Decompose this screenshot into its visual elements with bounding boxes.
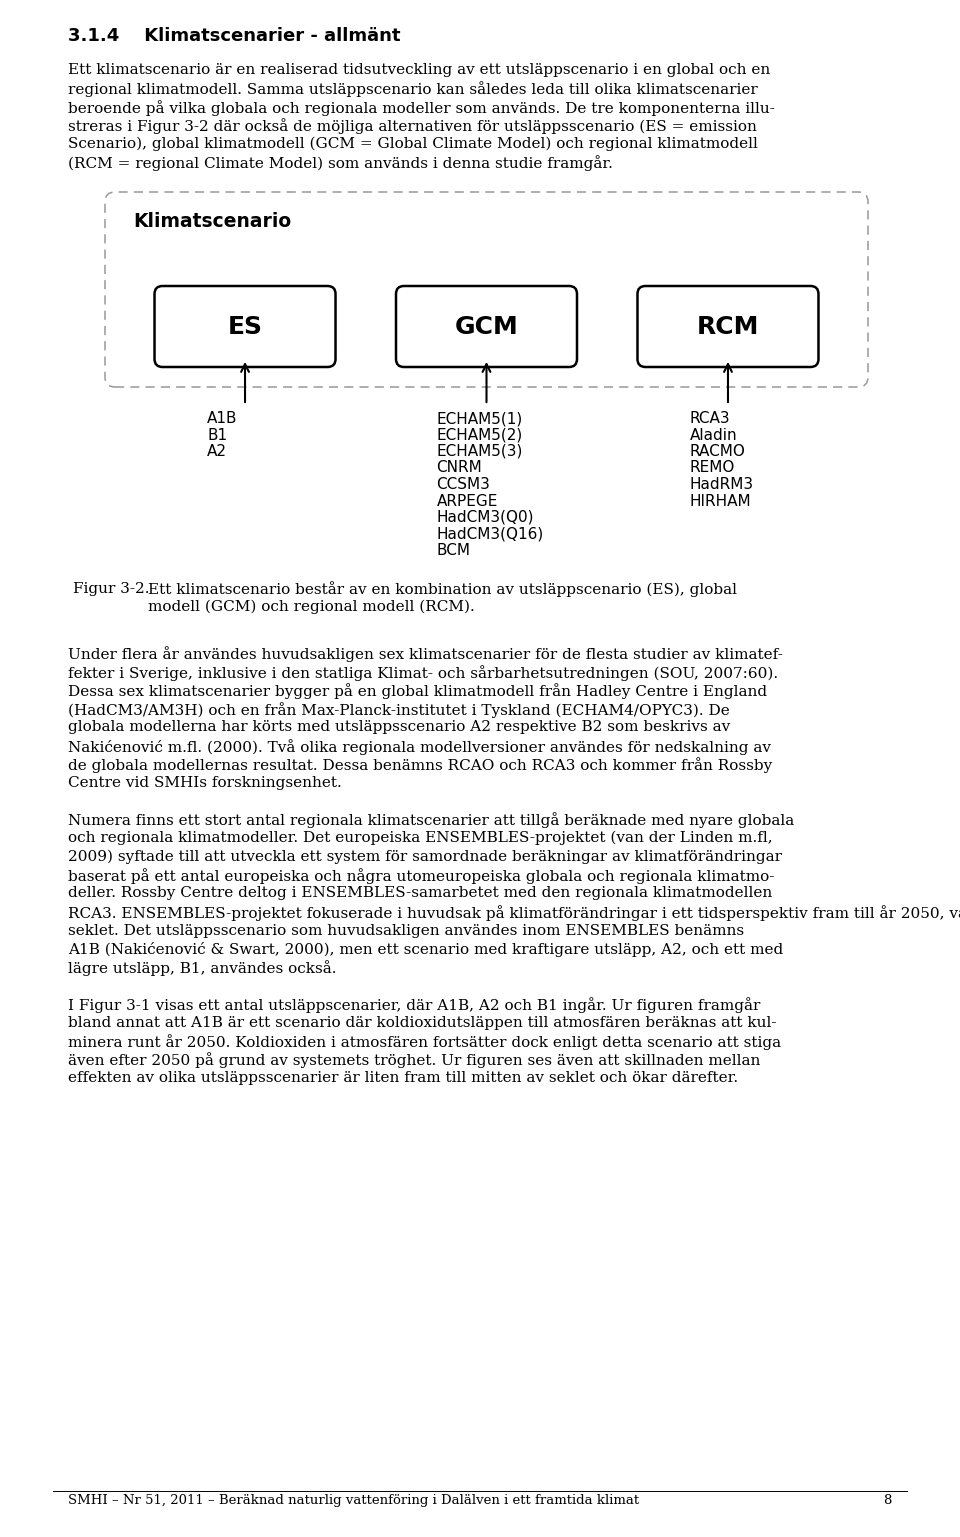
Text: HadRM3: HadRM3 [690,476,755,492]
Text: ARPEGE: ARPEGE [437,493,498,509]
Text: 2009) syftade till att utveckla ett system för samordnade beräkningar av klimatf: 2009) syftade till att utveckla ett syst… [68,850,782,864]
Text: CCSM3: CCSM3 [437,476,491,492]
Text: REMO: REMO [690,461,735,475]
Text: HadCM3(Q0): HadCM3(Q0) [437,510,534,526]
Text: baserat på ett antal europeiska och några utomeuropeiska globala och regionala k: baserat på ett antal europeiska och någr… [68,868,775,884]
Text: Figur 3-2.: Figur 3-2. [73,581,150,595]
Text: A2: A2 [207,444,227,460]
Text: bland annat att A1B är ett scenario där koldioxidutsläppen till atmosfären beräk: bland annat att A1B är ett scenario där … [68,1016,777,1030]
Text: RCA3. ENSEMBLES-projektet fokuserade i huvudsak på klimatförändringar i ett tids: RCA3. ENSEMBLES-projektet fokuserade i h… [68,905,960,921]
Text: Under flera år användes huvudsakligen sex klimatscenarier för de flesta studier : Under flera år användes huvudsakligen se… [68,647,782,662]
Text: ECHAM5(1): ECHAM5(1) [437,410,523,426]
Text: streras i Figur 3-2 där också de möjliga alternativen för utsläppsscenario (ES =: streras i Figur 3-2 där också de möjliga… [68,118,756,134]
Text: RCA3: RCA3 [690,410,731,426]
Text: Centre vid SMHIs forskningsenhet.: Centre vid SMHIs forskningsenhet. [68,776,342,790]
Text: Klimatscenario: Klimatscenario [133,212,291,231]
Text: Numera finns ett stort antal regionala klimatscenarier att tillgå beräknade med : Numera finns ett stort antal regionala k… [68,813,794,828]
Text: fekter i Sverige, inklusive i den statliga Klimat- och sårbarhetsutredningen (SO: fekter i Sverige, inklusive i den statli… [68,666,779,681]
Text: (RCM = regional Climate Model) som används i denna studie framgår.: (RCM = regional Climate Model) som använ… [68,155,612,171]
FancyBboxPatch shape [396,286,577,367]
Text: Aladin: Aladin [690,427,737,443]
Text: Ett klimatscenario är en realiserad tidsutveckling av ett utsläppscenario i en g: Ett klimatscenario är en realiserad tids… [68,63,770,77]
Text: regional klimatmodell. Samma utsläppscenario kan således leda till olika klimats: regional klimatmodell. Samma utsläppscen… [68,81,757,97]
FancyBboxPatch shape [637,286,819,367]
Text: A1B (Nakićenović & Swart, 2000), men ett scenario med kraftigare utsläpp, A2, oc: A1B (Nakićenović & Swart, 2000), men ett… [68,942,783,958]
Text: effekten av olika utsläppsscenarier är liten fram till mitten av seklet och ökar: effekten av olika utsläppsscenarier är l… [68,1071,738,1085]
Text: ECHAM5(2): ECHAM5(2) [437,427,523,443]
Text: 8: 8 [883,1494,892,1506]
Text: I Figur 3-1 visas ett antal utsläppscenarier, där A1B, A2 och B1 ingår. Ur figur: I Figur 3-1 visas ett antal utsläppscena… [68,998,760,1013]
Text: seklet. Det utsläppsscenario som huvudsakligen användes inom ENSEMBLES benämns: seklet. Det utsläppsscenario som huvudsa… [68,924,744,938]
Text: HIRHAM: HIRHAM [690,493,752,509]
FancyBboxPatch shape [155,286,336,367]
Text: minera runt år 2050. Koldioxiden i atmosfären fortsätter dock enligt detta scena: minera runt år 2050. Koldioxiden i atmos… [68,1034,781,1050]
Text: 3.1.4    Klimatscenarier - allmänt: 3.1.4 Klimatscenarier - allmänt [68,28,400,45]
Text: ES: ES [228,315,262,338]
Text: de globala modellernas resultat. Dessa benämns RCAO och RCA3 och kommer från Ros: de globala modellernas resultat. Dessa b… [68,758,772,773]
Text: deller. Rossby Centre deltog i ENSEMBLES-samarbetet med den regionala klimatmode: deller. Rossby Centre deltog i ENSEMBLES… [68,887,772,901]
Text: Nakićenović m.fl. (2000). Två olika regionala modellversioner användes för nedsk: Nakićenović m.fl. (2000). Två olika regi… [68,739,771,755]
Text: beroende på vilka globala och regionala modeller som används. De tre komponenter: beroende på vilka globala och regionala … [68,100,775,115]
Text: RCM: RCM [697,315,759,338]
Text: även efter 2050 på grund av systemets tröghet. Ur figuren ses även att skillnade: även efter 2050 på grund av systemets tr… [68,1053,760,1068]
Text: globala modellerna har körts med utsläppsscenario A2 respektive B2 som beskrivs : globala modellerna har körts med utsläpp… [68,721,731,735]
Text: modell (GCM) och regional modell (RCM).: modell (GCM) och regional modell (RCM). [148,599,475,615]
Text: CNRM: CNRM [437,461,482,475]
FancyBboxPatch shape [105,192,868,387]
Text: ECHAM5(3): ECHAM5(3) [437,444,523,460]
Text: A1B: A1B [207,410,237,426]
Text: Dessa sex klimatscenarier bygger på en global klimatmodell från Hadley Centre i : Dessa sex klimatscenarier bygger på en g… [68,684,767,699]
Text: Ett klimatscenario består av en kombination av utsläppscenario (ES), global: Ett klimatscenario består av en kombinat… [148,581,737,598]
Text: B1: B1 [207,427,228,443]
Text: RACMO: RACMO [690,444,746,460]
Text: BCM: BCM [437,543,470,558]
Text: Scenario), global klimatmodell (GCM = Global Climate Model) och regional klimatm: Scenario), global klimatmodell (GCM = Gl… [68,137,757,151]
Text: HadCM3(Q16): HadCM3(Q16) [437,527,543,541]
Text: lägre utsläpp, B1, användes också.: lägre utsläpp, B1, användes också. [68,961,337,976]
Text: SMHI – Nr 51, 2011 – Beräknad naturlig vattenföring i Dalälven i ett framtida kl: SMHI – Nr 51, 2011 – Beräknad naturlig v… [68,1494,639,1506]
Text: GCM: GCM [455,315,518,338]
Text: (HadCM3/AM3H) och en från Max-Planck-institutet i Tyskland (ECHAM4/OPYC3). De: (HadCM3/AM3H) och en från Max-Planck-ins… [68,702,730,718]
Text: och regionala klimatmodeller. Det europeiska ENSEMBLES-projektet (van der Linden: och regionala klimatmodeller. Det europe… [68,832,773,845]
